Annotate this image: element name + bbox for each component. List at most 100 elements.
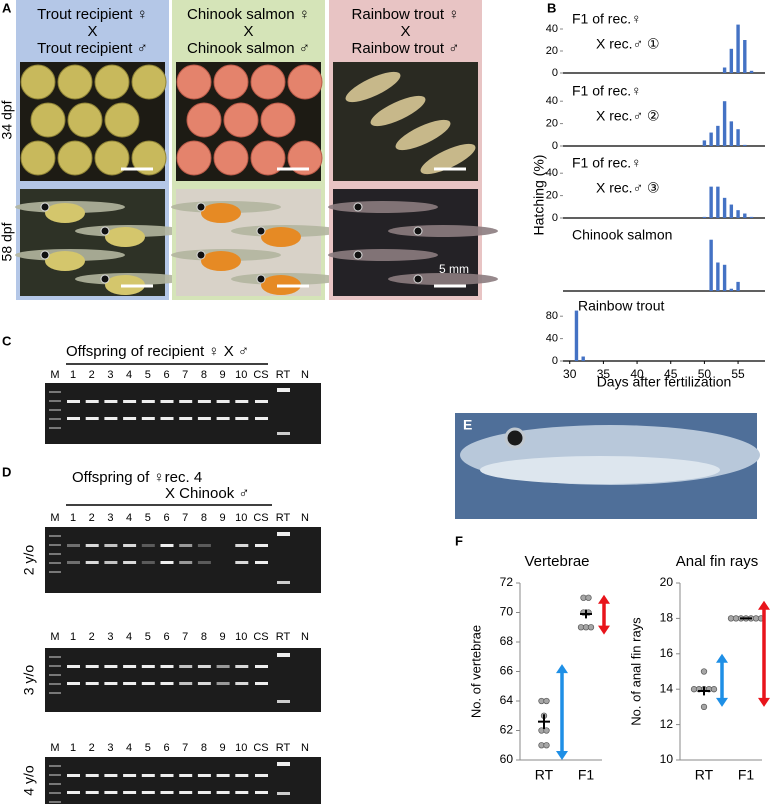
panel-label: C bbox=[2, 333, 12, 348]
gel-band bbox=[255, 544, 268, 547]
ladder-band bbox=[49, 683, 61, 685]
annotation: X rec.♂ ② bbox=[596, 108, 660, 124]
ladder-band bbox=[49, 544, 61, 546]
gel-band bbox=[197, 417, 211, 420]
x-tick-label: 55 bbox=[731, 367, 745, 381]
lane-label: 5 bbox=[145, 369, 151, 381]
bar bbox=[709, 239, 713, 291]
lane-label: N bbox=[301, 742, 309, 754]
lane-label: 6 bbox=[163, 369, 169, 381]
lane-label: N bbox=[301, 631, 309, 643]
bar bbox=[736, 129, 740, 146]
gel-band bbox=[67, 665, 80, 668]
row-label: 34 dpf bbox=[0, 100, 15, 139]
bar bbox=[702, 140, 707, 146]
row-label: 3 y/o bbox=[21, 665, 37, 696]
data-point bbox=[700, 703, 708, 711]
bar bbox=[722, 264, 727, 291]
cross-female: Chinook salmon ♀ bbox=[187, 6, 310, 23]
fry bbox=[328, 201, 438, 213]
lane-label: 10 bbox=[235, 512, 247, 524]
bar bbox=[749, 70, 754, 73]
gel-band bbox=[85, 561, 99, 564]
gel-band bbox=[179, 400, 193, 403]
gel-band bbox=[104, 561, 118, 564]
egg bbox=[20, 140, 56, 176]
egg bbox=[186, 102, 222, 138]
gel-band bbox=[216, 400, 230, 403]
gel-band bbox=[235, 417, 249, 420]
x-tick-label: RT bbox=[695, 767, 714, 783]
eye bbox=[353, 202, 363, 212]
yolk bbox=[105, 227, 145, 247]
lane-label: CS bbox=[253, 742, 268, 754]
bar bbox=[581, 356, 585, 361]
y-tick-label: 20 bbox=[546, 190, 558, 202]
range-arrow bbox=[598, 594, 610, 635]
lane-label: 7 bbox=[182, 512, 188, 524]
bar bbox=[702, 216, 707, 218]
gel-band bbox=[141, 774, 155, 777]
gel-band bbox=[104, 791, 118, 794]
lane-label: 10 bbox=[235, 631, 247, 643]
data-point bbox=[585, 594, 592, 601]
annotation: F1 of rec.♀ bbox=[572, 155, 642, 171]
eye bbox=[353, 250, 363, 260]
egg bbox=[213, 140, 249, 176]
gel-band bbox=[255, 774, 268, 777]
gel-band bbox=[141, 682, 155, 685]
gel-band bbox=[277, 792, 290, 795]
egg bbox=[176, 64, 212, 100]
gel-band bbox=[85, 544, 99, 547]
ladder-band bbox=[49, 418, 61, 420]
y-tick-label: 16 bbox=[660, 646, 674, 660]
y-tick-label: 80 bbox=[546, 310, 558, 322]
annotation: Rainbow trout bbox=[578, 298, 664, 314]
gel-band bbox=[123, 400, 137, 403]
ladder-band bbox=[49, 553, 61, 555]
gel-band bbox=[160, 561, 174, 564]
egg bbox=[131, 64, 167, 100]
range-head bbox=[556, 664, 568, 674]
x-tick-label: 50 bbox=[698, 367, 712, 381]
data-point bbox=[710, 686, 718, 693]
y-tick-label: 68 bbox=[500, 634, 514, 648]
y-tick-label: 0 bbox=[552, 67, 558, 79]
lane-label: 7 bbox=[182, 631, 188, 643]
lane-label: M bbox=[50, 369, 59, 381]
bar bbox=[736, 210, 740, 218]
panel-label: D bbox=[2, 464, 11, 479]
gel-title: X Chinook ♂ bbox=[165, 485, 250, 502]
yolk bbox=[45, 251, 85, 271]
eye bbox=[413, 226, 423, 236]
x-tick-label: F1 bbox=[738, 767, 755, 783]
lane-label: 9 bbox=[220, 369, 226, 381]
bar bbox=[743, 144, 747, 146]
gel-band bbox=[160, 791, 174, 794]
range-head bbox=[758, 600, 770, 610]
lane-label: RT bbox=[276, 369, 291, 381]
range-arrow bbox=[556, 664, 568, 760]
gel-band bbox=[67, 417, 80, 420]
yolk bbox=[201, 203, 241, 223]
annotation: X rec.♂ ③ bbox=[596, 180, 660, 196]
panel-label: F bbox=[455, 533, 463, 548]
ladder-band bbox=[49, 391, 61, 393]
egg bbox=[287, 140, 323, 176]
gel-band bbox=[179, 774, 193, 777]
eye bbox=[100, 274, 110, 284]
lane-label: 9 bbox=[220, 631, 226, 643]
fry bbox=[395, 119, 451, 151]
gel-band bbox=[104, 417, 118, 420]
fry bbox=[345, 71, 401, 103]
lane-label: CS bbox=[253, 631, 268, 643]
gel-band bbox=[85, 682, 99, 685]
yolk bbox=[45, 203, 85, 223]
egg bbox=[250, 140, 286, 176]
lane-label: RT bbox=[276, 742, 291, 754]
y-tick-label: 66 bbox=[500, 664, 514, 678]
gel-band bbox=[141, 544, 155, 547]
egg bbox=[250, 64, 286, 100]
gel-band bbox=[255, 561, 268, 564]
gel-band bbox=[235, 561, 249, 564]
